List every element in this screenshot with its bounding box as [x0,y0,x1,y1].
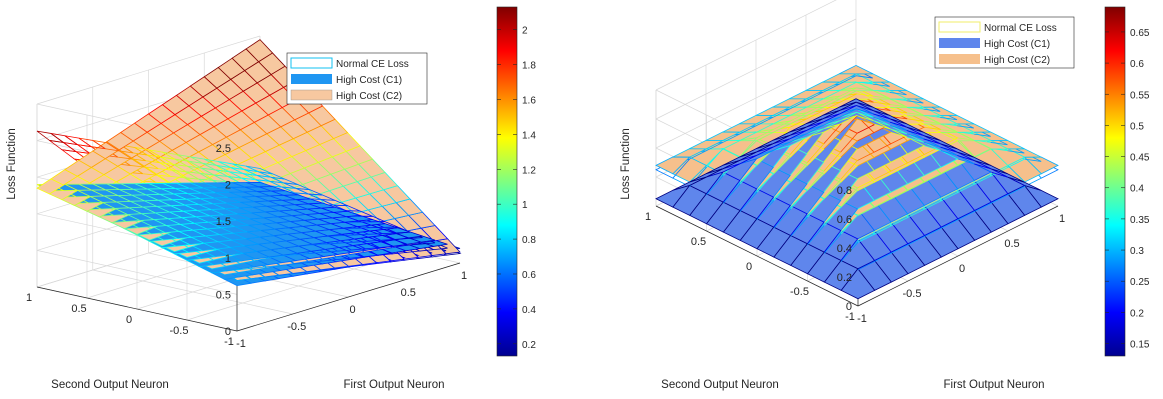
left-surface-plot: 0 0.5 1 1.5 2 2.5 -1 -0.5 0 0.5 1 -1 -0.5 0 0.5 1 Loss … [6,6,536,391]
right-cb-tick: 0.15 [1130,340,1150,351]
left-cb-tick: 0.8 [522,235,536,246]
right-x-tick: 0.5 [1004,238,1019,250]
left-legend: Normal CE Loss High Cost (C1) High Cost … [286,52,428,105]
right-tick-labels: 0 0.2 0.4 0.6 0.8 -1 -0.5 0 0.5 1 -1 -0.5 0 0.5 1 [645,185,1065,325]
left-tick-labels: 0 0.5 1 1.5 2 2.5 -1 -0.5 0 0.5 1 -1 -0.5 0 0.5 1 [26,143,467,350]
right-y-tick: -1 [845,311,855,323]
left-z-tick: 1 [225,253,231,265]
left-legend-swatch-normal [290,57,333,69]
right-x-axis [857,205,1059,307]
right-y-tick: -0.5 [790,286,809,298]
left-legend-swatch-c1 [291,74,332,84]
left-x-tick: 0.5 [401,287,416,299]
right-colorbar-gradient [1104,6,1126,357]
right-cb-tick: 0.6 [1130,59,1144,70]
right-cb-tick: 0.5 [1130,121,1144,132]
left-cb-tick: 1.6 [522,95,536,106]
left-ce-mesh-cell [36,130,64,143]
left-legend-normal-label: Normal CE Loss [336,59,409,70]
right-y-tick: 0 [746,261,752,273]
right-z-tick: 0.2 [837,272,852,284]
right-legend-swatch-normal [938,21,981,33]
left-cb-tick: 2 [522,26,528,37]
right-x-tick: 1 [1059,213,1065,225]
right-legend-swatch-c2 [939,54,980,64]
right-legend: Normal CE Loss High Cost (C1) High Cost … [934,16,1075,69]
left-colorbar-ticks: 0.2 0.4 0.6 0.8 1 1.2 1.4 1.6 1.8 2 [497,26,536,351]
right-surfaces [655,64,1059,300]
right-legend-c2-label: High Cost (C2) [984,55,1050,66]
right-x-tick: -1 [857,313,867,325]
left-z-tick: 1.5 [216,216,231,228]
left-z-tick: 2 [225,180,231,192]
left-y-tick: 0 [126,314,132,326]
right-y-tick: 0.5 [691,236,706,248]
right-x-axis-label: First Output Neuron [944,379,1045,391]
right-c1-patch [655,184,691,208]
left-cb-tick: 1.2 [522,165,536,176]
right-cb-tick: 0.55 [1130,90,1150,101]
right-cb-tick: 0.65 [1130,28,1150,39]
left-y-tick: -0.5 [170,325,189,337]
left-x-tick: -1 [236,338,246,350]
left-y-axis [36,286,238,332]
left-x-tick: 0 [349,304,355,316]
left-x-tick: 1 [461,270,467,282]
right-surface-plot: 0 0.2 0.4 0.6 0.8 -1 -0.5 0 0.5 1 -1 -0.5 0 0.5 1 Loss… [620,0,1150,391]
right-z-tick: 0 [846,301,852,313]
left-legend-c1-label: High Cost (C1) [336,75,402,86]
left-z-tick: 2.5 [216,143,231,155]
left-cb-tick: 0.2 [522,340,536,351]
right-legend-c1-label: High Cost (C1) [984,39,1050,50]
left-cb-tick: 1 [522,200,528,211]
right-cb-tick: 0.35 [1130,215,1150,226]
left-z-tick: 0.5 [216,289,231,301]
right-c2-patch [655,156,691,175]
right-z-axis-label: Loss Function [620,128,632,200]
right-x-tick: 0 [959,263,965,275]
left-z-axis-label: Loss Function [6,128,18,200]
left-y-axis-label: Second Output Neuron [51,379,169,391]
right-legend-swatch-c1 [939,38,980,48]
right-z-tick: 0.8 [837,185,852,197]
right-cb-tick: 0.2 [1130,308,1144,319]
right-z-tick: 0.6 [837,214,852,226]
left-colorbar: 0.2 0.4 0.6 0.8 1 1.2 1.4 1.6 1.8 2 [496,6,536,357]
left-x-tick: -0.5 [287,321,306,333]
right-cb-tick: 0.4 [1130,184,1144,195]
right-cb-tick: 0.45 [1130,153,1150,164]
left-surfaces [36,39,462,287]
left-x-axis [236,262,461,332]
left-y-tick: 1 [26,292,32,304]
right-c2-patch [839,64,874,75]
left-c2-patch [36,178,65,195]
right-y-tick: 1 [645,211,651,223]
right-legend-normal-label: Normal CE Loss [984,23,1057,34]
left-legend-c2-label: High Cost (C2) [336,91,402,102]
right-y-axis [655,205,859,307]
left-legend-swatch-c2 [290,89,333,101]
right-colorbar: 0.15 0.2 0.25 0.3 0.35 0.4 0.45 0.5 0.55 0.6 0.65 [1104,6,1150,357]
left-z-tick: 0 [225,326,231,338]
left-x-axis-label: First Output Neuron [344,379,445,391]
right-z-tick: 0.4 [837,243,852,255]
left-colorbar-gradient [496,6,518,357]
right-x-tick: -0.5 [903,288,922,300]
left-cb-tick: 1.4 [522,130,536,141]
left-cb-tick: 0.4 [522,305,536,316]
right-cb-tick: 0.3 [1130,246,1144,257]
left-cb-tick: 0.6 [522,270,536,281]
right-cb-tick: 0.25 [1130,277,1150,288]
left-y-tick: 0.5 [71,303,86,315]
right-colorbar-ticks: 0.15 0.2 0.25 0.3 0.35 0.4 0.45 0.5 0.55 0.6 0.65 [1105,28,1150,351]
left-y-tick: -1 [224,336,234,348]
right-y-axis-label: Second Output Neuron [661,379,779,391]
left-cb-tick: 1.8 [522,61,536,72]
